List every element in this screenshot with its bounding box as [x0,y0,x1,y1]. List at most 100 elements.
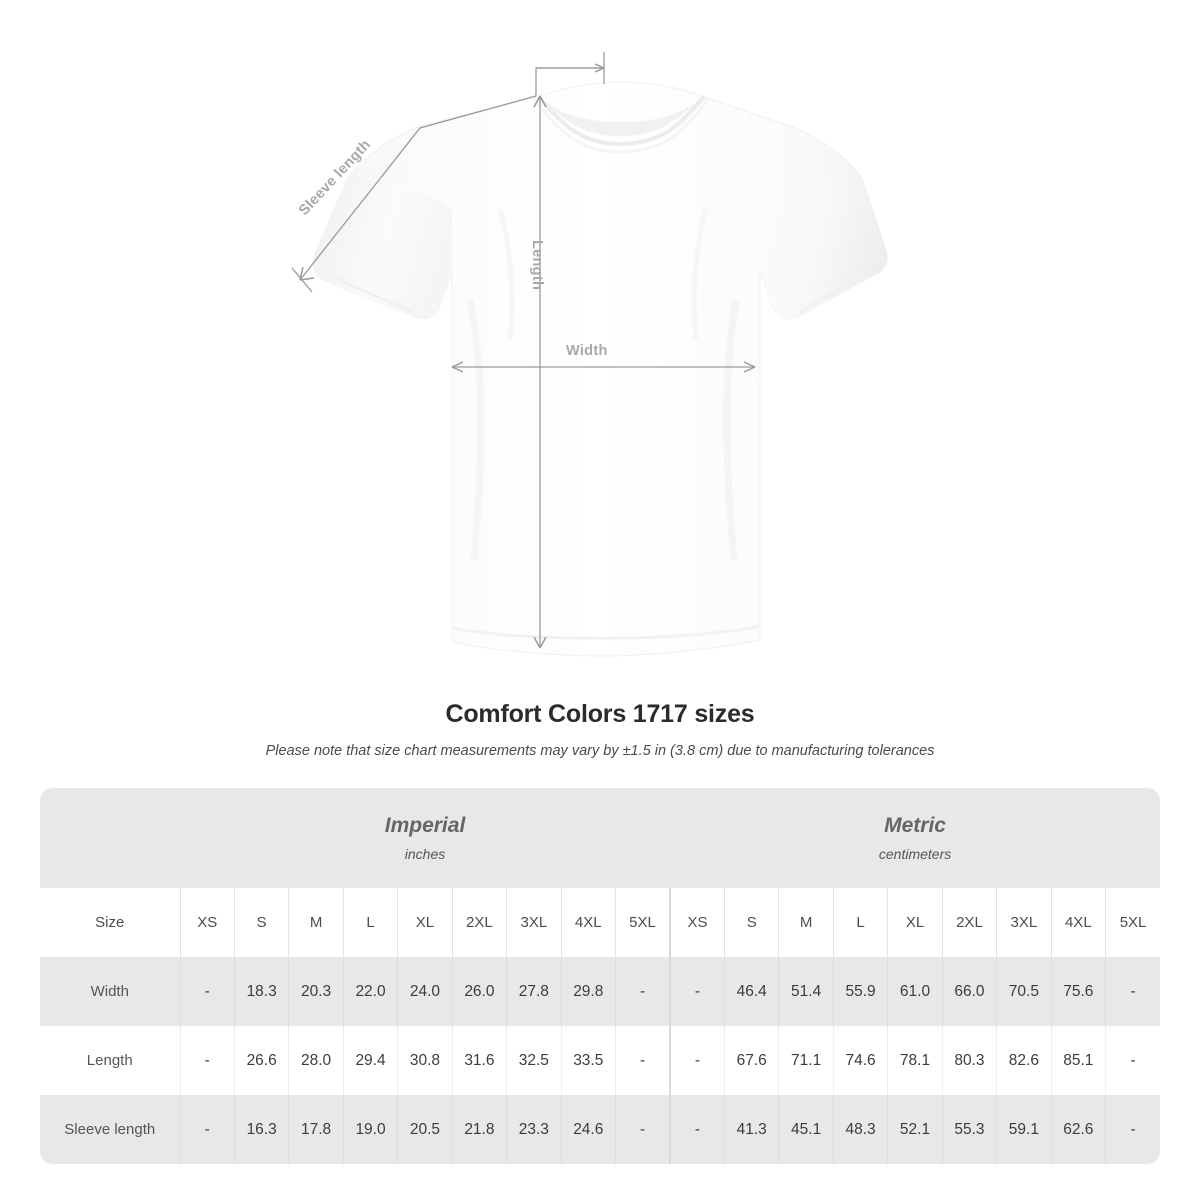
measurement-cell: 24.6 [561,1095,617,1164]
size-column-header: 4XL [1051,888,1107,957]
measurement-cell: - [180,957,235,1026]
measurement-cell: 27.8 [506,957,562,1026]
measurement-cell: - [1105,1026,1160,1095]
measurement-cell: - [615,957,671,1026]
measurement-cell: 48.3 [833,1095,889,1164]
page-title: Comfort Colors 1717 sizes [445,700,755,728]
size-header-label: Size [40,888,181,957]
size-column-header: 4XL [561,888,617,957]
size-column-header: XL [887,888,943,957]
size-column-header: M [778,888,834,957]
measurement-cell: 41.3 [724,1095,780,1164]
tshirt-diagram: Sleeve length Length Width [291,52,888,657]
measurement-cell: 29.8 [561,957,617,1026]
measurement-cell: 22.0 [343,957,399,1026]
measurement-cell: 20.5 [397,1095,453,1164]
unit-system-metric-name: Metric [884,813,946,837]
size-column-header: XL [397,888,453,957]
size-column-header: S [724,888,780,957]
measurement-cell: 59.1 [996,1095,1052,1164]
measurement-cell: 19.0 [343,1095,399,1164]
measurement-cell: 21.8 [452,1095,508,1164]
measurement-cell: 55.9 [833,957,889,1026]
measurement-cell: 29.4 [343,1026,399,1095]
measurement-cell: 66.0 [942,957,998,1026]
measurement-cell: 80.3 [942,1026,998,1095]
measurement-cell: 24.0 [397,957,453,1026]
unit-system-imperial: Imperial inches [180,788,671,888]
size-header-row: Size XS S M L XL 2XL 3XL 4XL 5XL XS S M L XL 2XL 3XL 4XL… [40,888,1160,957]
measurement-cell: 61.0 [887,957,943,1026]
measurement-cell: 17.8 [288,1095,344,1164]
measurement-cell: 18.3 [234,957,290,1026]
size-column-header: 2XL [452,888,508,957]
shirt-body-shape [312,81,888,657]
measurement-cell: 46.4 [724,957,780,1026]
size-column-header: 3XL [506,888,562,957]
measurement-cell: 23.3 [506,1095,562,1164]
size-column-header: L [833,888,889,957]
measurement-cell: 51.4 [778,957,834,1026]
measurement-cell: - [669,1095,725,1164]
measurement-cell: - [180,1095,235,1164]
measurement-lines [291,52,756,649]
sleeve-length-line [299,95,537,281]
title-block: Comfort Colors 1717 sizes Please note th… [0,700,1200,759]
measurement-cell: - [669,1026,725,1095]
measurement-cell: 62.6 [1051,1095,1107,1164]
measurement-cell: 20.3 [288,957,344,1026]
unit-system-metric-sub: centimeters [878,846,952,863]
measurement-cell: 33.5 [561,1026,617,1095]
measurement-cell: 82.6 [996,1026,1052,1095]
measurement-cell: 16.3 [234,1095,290,1164]
measurement-cell: 32.5 [506,1026,562,1095]
row-label-width: Width [40,957,181,1026]
size-column-header: 5XL [1105,888,1160,957]
size-chart-table: Imperial inches Metric centimeters Size … [40,788,1160,1164]
size-column-header: 2XL [942,888,998,957]
measurement-cell: 67.6 [724,1026,780,1095]
measurement-cell: 26.0 [452,957,508,1026]
length-label: Length [529,240,545,291]
size-column-header: 5XL [615,888,671,957]
size-column-header: L [343,888,399,957]
measurement-cell: 30.8 [397,1026,453,1095]
measurement-cell: 26.6 [234,1026,290,1095]
measurement-cell: 85.1 [1051,1026,1107,1095]
measurement-cell: 28.0 [288,1026,344,1095]
measurement-cell: 74.6 [833,1026,889,1095]
table-row: Length -26.6 28.0 29.4 30.8 31.6 32.5 33.5- -67… [40,1026,1160,1095]
measurement-cell: 75.6 [1051,957,1107,1026]
measurement-cell: 52.1 [887,1095,943,1164]
measurement-cell: - [1105,1095,1160,1164]
row-label-length: Length [40,1026,181,1095]
size-column-header: 3XL [996,888,1052,957]
measurement-cell: 31.6 [452,1026,508,1095]
measurement-cell: - [615,1095,671,1164]
measurement-cell: 45.1 [778,1095,834,1164]
measurement-cell: - [1105,957,1160,1026]
tshirt-illustration [291,52,888,657]
measurement-cell: 55.3 [942,1095,998,1164]
measurement-cell: - [669,957,725,1026]
width-label: Width [566,343,608,359]
unit-row-spacer [40,788,180,888]
unit-system-metric: Metric centimeters [670,788,1160,888]
tolerance-note: Please note that size chart measurements… [265,743,935,759]
row-label-sleeve-length: Sleeve length [40,1095,181,1164]
measurement-cell: 71.1 [778,1026,834,1095]
shirt-collar [532,94,710,154]
measurement-cell: 78.1 [887,1026,943,1095]
size-column-header: XS [180,888,235,957]
measurement-cell: 70.5 [996,957,1052,1026]
unit-system-header-row: Imperial inches Metric centimeters [40,788,1160,888]
table-row: Width -18.3 20.3 22.0 24.0 26.0 27.8 29.8- -46.… [40,957,1160,1026]
unit-system-imperial-sub: inches [404,846,446,863]
size-column-header: XS [669,888,725,957]
size-column-header: S [234,888,290,957]
measurement-cell: - [615,1026,671,1095]
size-column-header: M [288,888,344,957]
measurement-cell: - [180,1026,235,1095]
size-chart-table-container: Imperial inches Metric centimeters Size … [40,788,1160,1164]
table-row: Sleeve length -16.3 17.8 19.0 20.5 21.8 23.3 2… [40,1095,1160,1164]
